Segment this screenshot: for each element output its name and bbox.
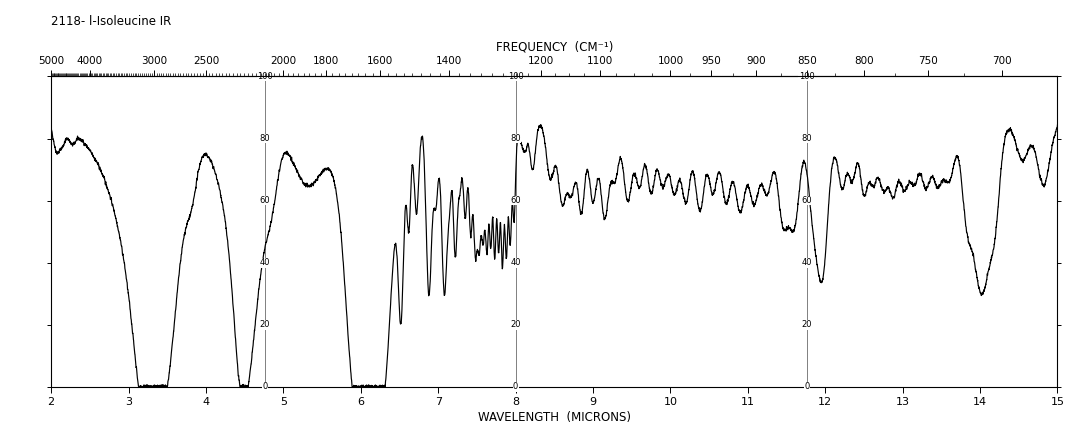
Text: 100: 100 [798,72,814,81]
Text: 40: 40 [802,258,812,267]
Text: 40: 40 [511,258,521,267]
X-axis label: FREQUENCY  (CM⁻¹): FREQUENCY (CM⁻¹) [496,41,613,53]
Text: 100: 100 [257,72,273,81]
Text: 20: 20 [802,320,812,329]
Text: 100: 100 [507,72,523,81]
Text: 80: 80 [511,134,521,143]
Text: 40: 40 [259,258,270,267]
Text: 80: 80 [802,134,812,143]
Text: 80: 80 [259,134,270,143]
Text: 20: 20 [511,320,521,329]
Text: 0: 0 [513,382,518,391]
Text: 20: 20 [259,320,270,329]
Text: 0: 0 [804,382,809,391]
X-axis label: WAVELENGTH  (MICRONS): WAVELENGTH (MICRONS) [478,411,631,424]
Text: 60: 60 [802,196,812,205]
Text: 60: 60 [259,196,270,205]
Text: 0: 0 [262,382,268,391]
Text: 60: 60 [511,196,521,205]
Text: 2118- l-Isoleucine IR: 2118- l-Isoleucine IR [51,15,172,28]
